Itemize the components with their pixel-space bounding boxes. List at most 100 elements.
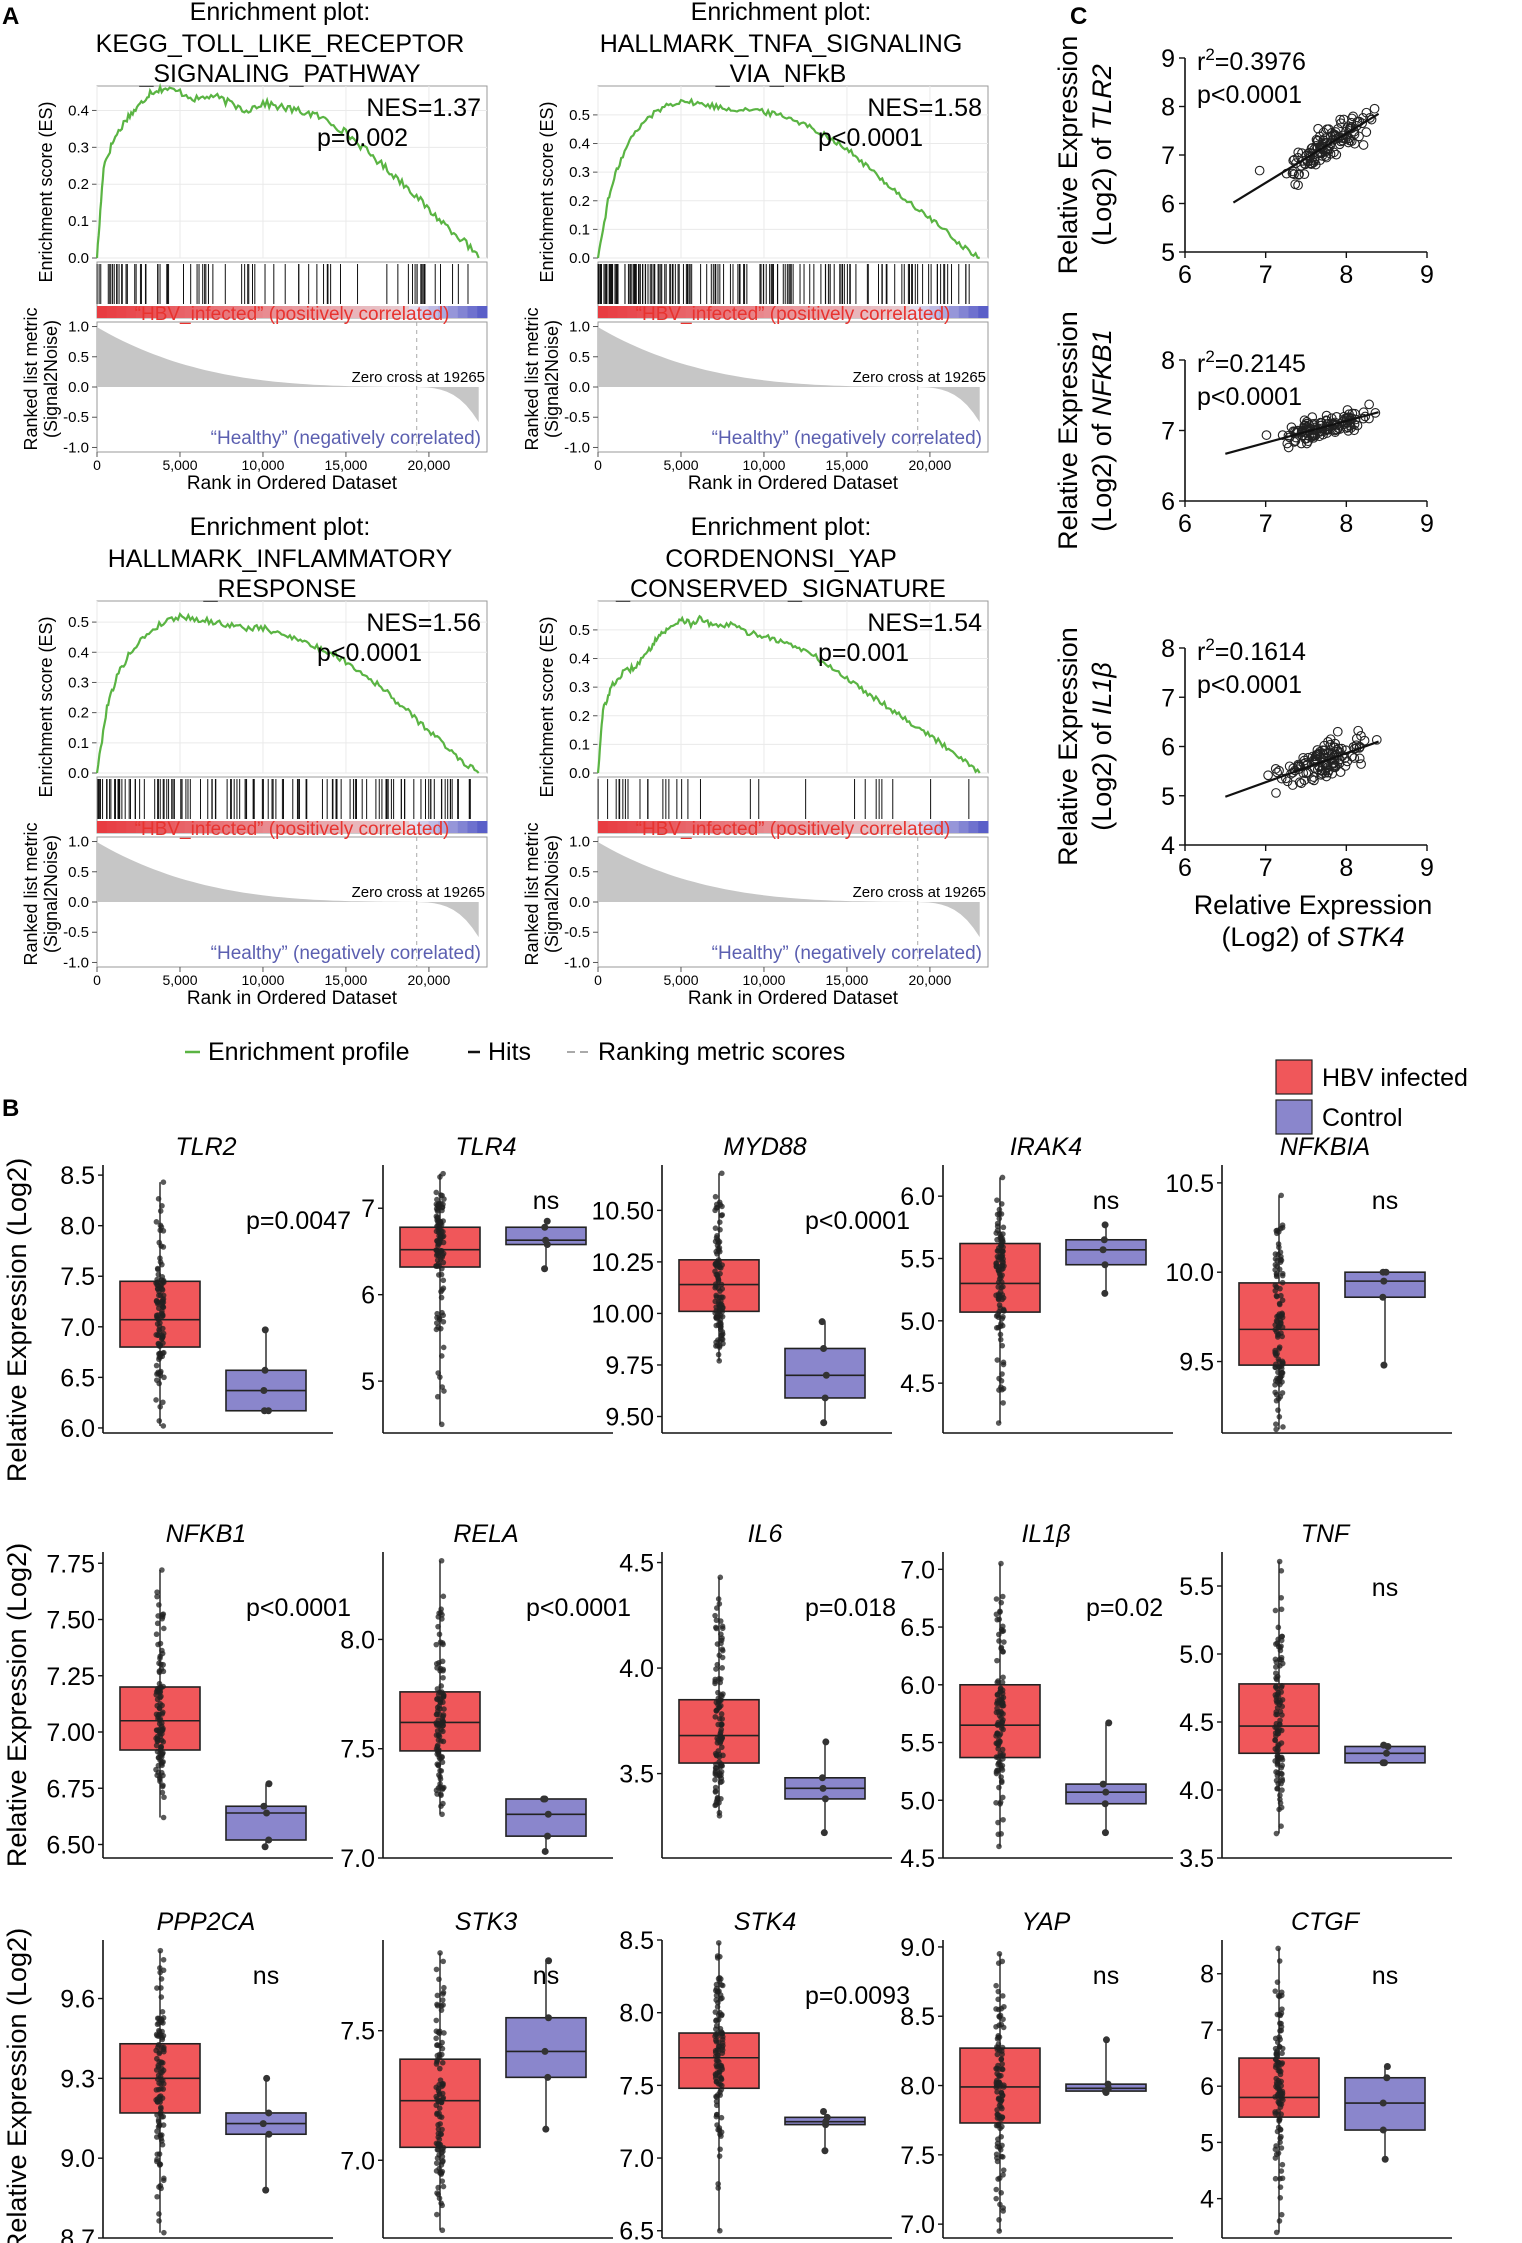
gradient-segment <box>311 821 322 833</box>
hbv-point <box>716 2153 723 2159</box>
hbv-point <box>994 2089 1000 2095</box>
control-point <box>265 2109 273 2117</box>
regression-line <box>1232 112 1380 204</box>
x-tick-label: 15,000 <box>325 457 368 473</box>
x-axis-label: Rank in Ordered Dataset <box>688 473 899 494</box>
p-value-label: p=0.002 <box>317 124 408 152</box>
data-point <box>1296 778 1307 789</box>
hbv-point <box>440 1674 446 1681</box>
hbv-point <box>157 1947 164 1954</box>
y-tick-label: 6.5 <box>619 2218 654 2243</box>
hbv-point <box>434 1393 441 1400</box>
hbv-point <box>159 1203 165 1209</box>
hbv-point <box>717 1303 723 1309</box>
y-tick-label: 7.75 <box>46 1550 95 1578</box>
data-point <box>1263 770 1273 781</box>
p-value-label: p=0.018 <box>805 1594 896 1622</box>
panel-label-a: A <box>2 3 19 30</box>
hbv-point <box>434 1791 440 1797</box>
y-tick-label: 4 <box>1200 2186 1214 2214</box>
y-tick-label: 8.0 <box>900 2073 935 2101</box>
gradient-segment <box>428 821 439 833</box>
hbv-point <box>714 1342 721 1349</box>
gradient-segment <box>467 821 478 833</box>
rank-tick-label: 0.0 <box>68 379 89 396</box>
hbv-point <box>1277 1697 1283 1704</box>
control-point <box>541 1847 549 1855</box>
gradient-segment <box>457 306 468 318</box>
gradient-segment <box>627 306 638 318</box>
hbv-point <box>996 1302 1003 1308</box>
hbv-point <box>1273 2075 1280 2082</box>
hbv-point <box>159 1567 165 1573</box>
data-point <box>1289 169 1299 180</box>
hbv-point <box>1276 1346 1282 1352</box>
hbv-point <box>718 2086 725 2093</box>
x-tick-label: 10,000 <box>242 972 285 988</box>
p-value-label: ns <box>1372 1574 1398 1602</box>
data-point <box>1310 751 1321 762</box>
gradient-segment <box>97 306 108 318</box>
y-tick-label: 5 <box>1161 783 1175 811</box>
hbv-point <box>997 1293 1003 1299</box>
hbv-point <box>153 1711 160 1718</box>
y-tick-label: 7 <box>1161 142 1175 170</box>
gradient-segment <box>783 821 794 833</box>
control-point <box>1100 1236 1108 1244</box>
hbv-point <box>156 1602 162 1608</box>
y-tick-label: 4.0 <box>619 1655 654 1683</box>
hbv-point <box>153 1362 160 1369</box>
hbv-point <box>996 1308 1002 1315</box>
hbv-point <box>996 2072 1002 2079</box>
hbv-point <box>435 2146 441 2153</box>
hbv-point <box>439 2039 445 2046</box>
hbv-point <box>1273 1284 1280 1290</box>
x-tick-label: 6 <box>1178 854 1192 882</box>
y-tick-label: 7.50 <box>46 1607 95 1635</box>
hbv-point <box>1273 1777 1280 1784</box>
hbv-point <box>712 1714 719 1720</box>
gsea-title-line3: _RESPONSE <box>203 575 357 603</box>
data-point <box>1306 159 1317 169</box>
gradient-segment <box>793 306 804 318</box>
hbv-point <box>1275 1369 1281 1376</box>
data-point <box>1293 180 1303 191</box>
gsea-panels: Enrichment plot:KEGG_TOLL_LIKE_RECEPTOR_… <box>21 0 989 1009</box>
hbv-point <box>1273 1421 1279 1427</box>
gene-label: STK4 <box>734 1908 797 1936</box>
gradient-segment <box>939 306 950 318</box>
hbv-point <box>712 1680 718 1687</box>
gradient-segment <box>223 821 234 833</box>
gene-label: TLR2 <box>175 1133 236 1161</box>
regression-line <box>1225 411 1379 455</box>
gradient-segment <box>321 306 332 318</box>
hbv-point <box>1001 1307 1007 1314</box>
hbv-point <box>440 1277 447 1284</box>
hbv-point <box>714 1794 721 1801</box>
data-point <box>1289 437 1300 447</box>
data-point <box>1340 413 1350 424</box>
hbv-point <box>155 2086 162 2093</box>
gsea-plot-4: Enrichment plot: CORDENONSI_YAP_CONSERVED… <box>522 513 989 1009</box>
data-point <box>1340 761 1351 771</box>
control-point <box>1099 1246 1107 1254</box>
hbv-point <box>714 2004 721 2010</box>
p-value-label: ns <box>253 1962 279 1990</box>
hbv-point <box>1275 1624 1282 1631</box>
hbv-point <box>712 1777 718 1783</box>
hbv-point <box>1278 1823 1284 1829</box>
control-point <box>1101 1221 1109 1229</box>
hbv-point <box>717 1618 724 1624</box>
hbv-point <box>717 1779 724 1786</box>
hbv-point <box>993 2006 999 2012</box>
gradient-segment <box>715 821 726 833</box>
hbv-point <box>996 2013 1002 2020</box>
r2-superscript: 2 <box>1205 635 1214 654</box>
r2-prefix: r <box>1197 350 1205 378</box>
control-point <box>1102 2036 1110 2044</box>
hbv-point <box>999 1593 1006 1600</box>
control-point <box>541 1265 549 1273</box>
y-tick-label: 5 <box>1200 2129 1214 2157</box>
data-point <box>1351 120 1362 131</box>
